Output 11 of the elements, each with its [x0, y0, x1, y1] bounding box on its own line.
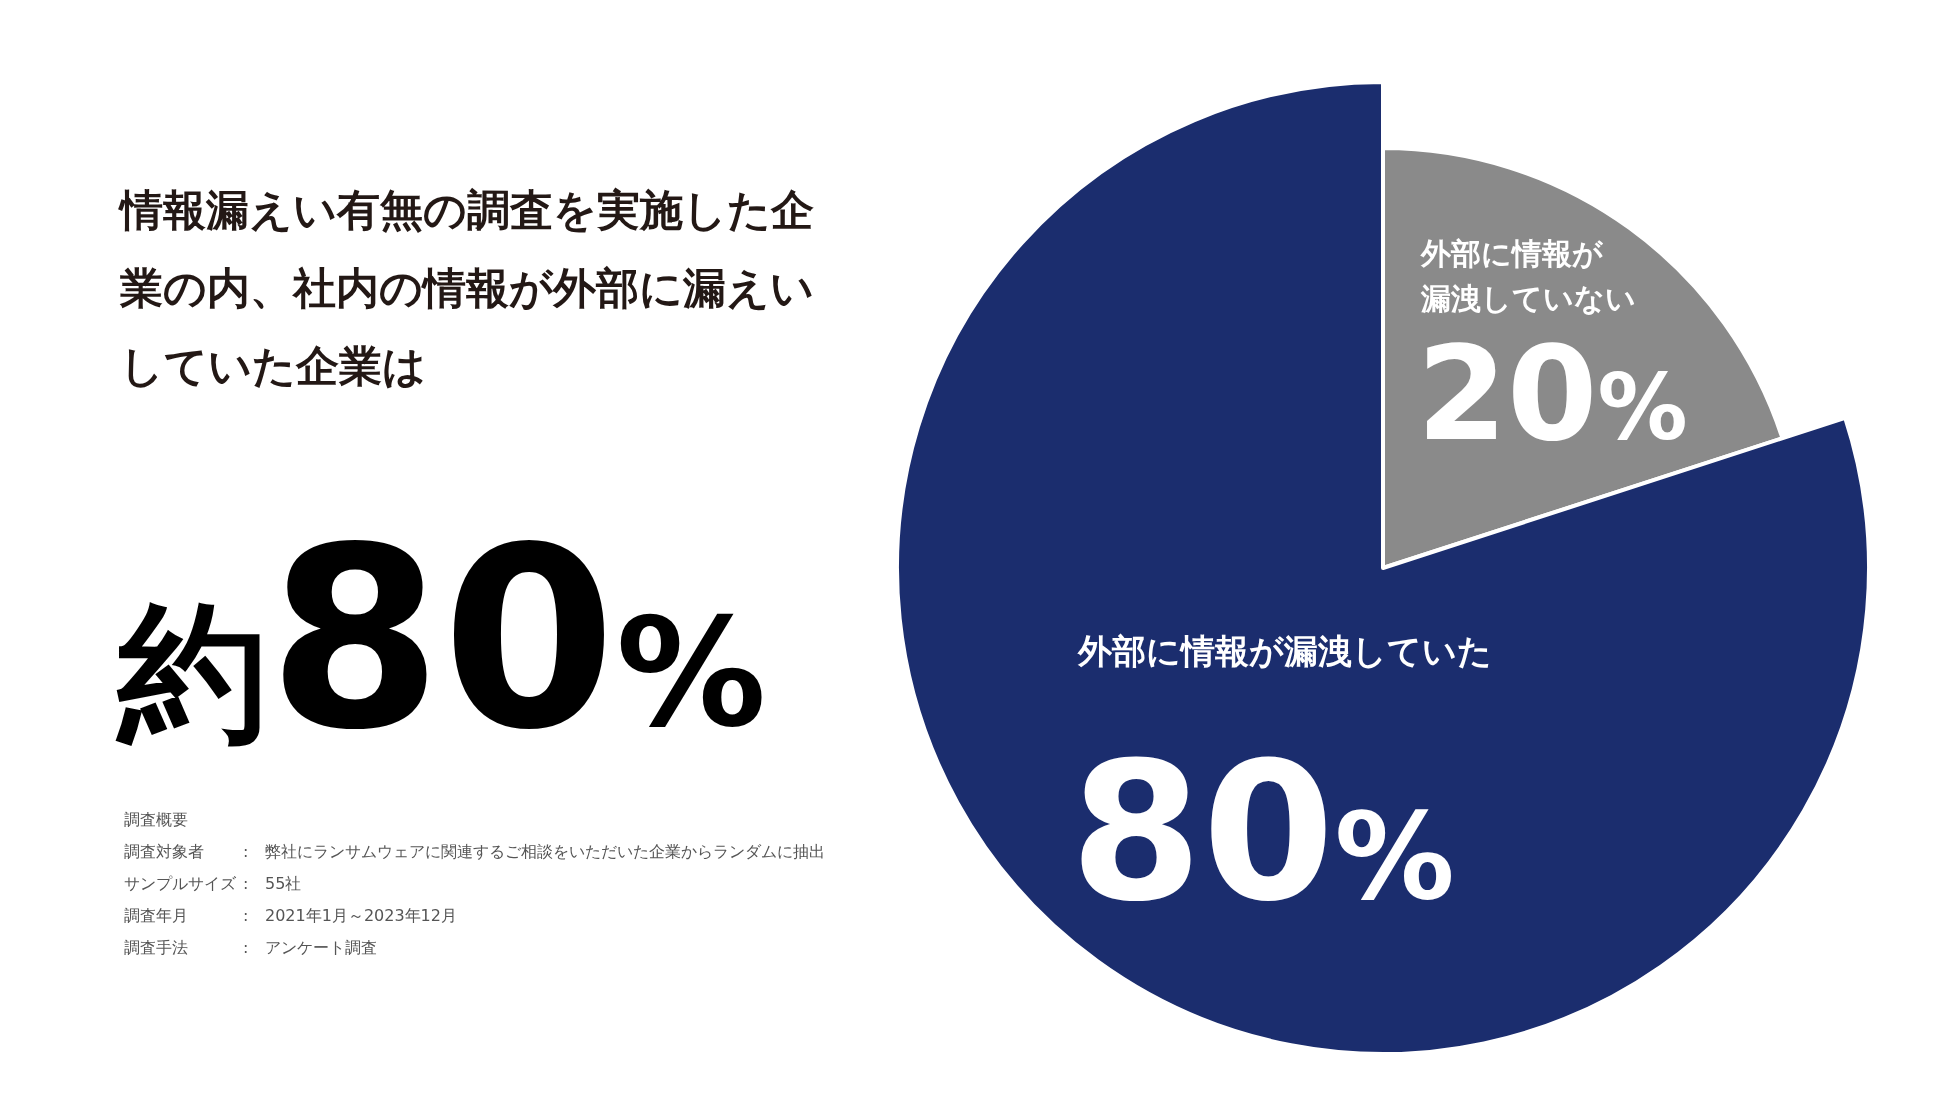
text: サンプルサイズ : 55社: [124, 874, 302, 893]
text: 80%: [1070, 722, 1455, 943]
text: 調査年月 : 2021年1月～2023年12月: [124, 906, 457, 925]
data-label: 20%: [1416, 317, 1688, 470]
data-label: 80%: [268, 493, 767, 784]
text: 調査概要: [124, 810, 188, 829]
text: 情報漏えい有無の調査を実施した企業の内、社内の情報が外部に漏えいしていた企業は: [118, 185, 814, 391]
slice-label: 外部に情報が漏洩していない: [1419, 235, 1636, 316]
text: 調査手法 : アンケート調査: [124, 938, 377, 957]
slice-label: 外部に情報が漏洩していた: [1077, 631, 1492, 671]
text: 調査対象者 : 弊社にランサムウェアに関連するご相談をいただいた企業からランダムに抽出: [124, 842, 825, 861]
